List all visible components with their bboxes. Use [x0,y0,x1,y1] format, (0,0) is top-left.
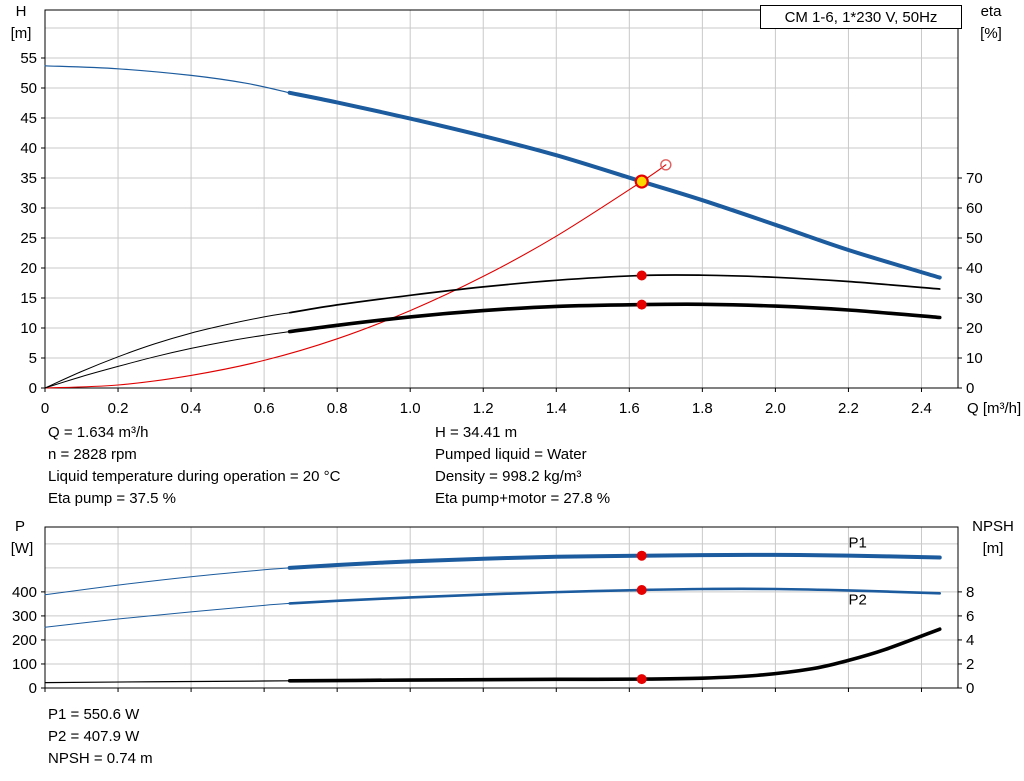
y-right-tick-label: 2 [966,656,974,673]
eta-pump-curve [288,274,941,314]
npsh-lead [44,680,291,684]
y-right-tick-label: 4 [966,632,974,649]
readout-p1: P1 = 550.6 W [48,706,140,723]
y-left-tick-label: 0 [29,680,37,697]
x-tick-label: 0.2 [108,400,129,417]
npsh-axis-unit: [m] [983,540,1004,557]
y-right-tick-label: 0 [966,380,974,397]
y-left-tick-label: 50 [20,80,37,97]
y-left-tick-label: 0 [29,380,37,397]
x-tick-label: 0.8 [327,400,348,417]
x-tick-label: 1.0 [400,400,421,417]
pump-model-box [760,5,962,29]
y-right-tick-label: 20 [966,320,983,337]
y-right-tick-label: 10 [966,350,983,367]
npsh-axis-title: NPSH [972,518,1014,535]
y-left-tick-label: 300 [12,608,37,625]
duty-point [634,174,649,189]
readout-speed: n = 2828 rpm [48,446,137,463]
x-tick-label: 2.0 [765,400,786,417]
y-right-tick-label: 70 [966,170,983,187]
rated-point [660,159,672,171]
y-left-tick-label: 400 [12,584,37,601]
x-tick-label: 2.2 [838,400,859,417]
y-left-tick-label: 40 [20,140,37,157]
duty-readouts: Q = 1.634 m³/h n = 2828 rpm Liquid tempe… [48,424,610,767]
p2-point [636,584,647,595]
readout-p2: P2 = 407.9 W [48,728,140,745]
npsh-point [636,674,647,685]
y-left-tick-label: 35 [20,170,37,187]
readout-liquid-temperature: Liquid temperature during operation = 20… [48,468,341,485]
top-chart-layer: 0 0.2 0.4 0.6 0.8 1.0 1.2 1.4 1.6 1.8 2.0 2.2 2.4 0 5 1… [20,9,983,417]
x-tick-label: 1.4 [546,400,567,417]
bottom-chart-layer: 0 100 200 300 400 0 2 4 6 8 P1 P2 [12,526,974,697]
axis-titles: H [m] eta [%] Q [m³/h] P [W] NPSH [m] [11,3,1022,557]
power-axis-unit: [W] [11,540,34,557]
p1-label: P1 [848,534,866,551]
x-tick-label: 0.4 [181,400,202,417]
eta-axis-unit: [%] [980,25,1002,42]
y-right-tick-label: 50 [966,230,983,247]
y-left-tick-label: 30 [20,200,37,217]
p2-label: P2 [848,591,866,608]
head-axis-title: H [16,3,27,20]
readout-eta-pump-motor: Eta pump+motor = 27.8 % [435,490,610,507]
eta-axis-title: eta [981,3,1003,20]
system-curve [44,164,667,389]
y-left-tick-label: 10 [20,320,37,337]
npsh-curve [287,627,942,683]
eta-pump-motor-curve [287,302,942,334]
y-right-tick-label: 8 [966,584,974,601]
x-tick-label: 1.6 [619,400,640,417]
y-right-tick-label: 40 [966,260,983,277]
y-left-tick-label: 20 [20,260,37,277]
y-left-tick-label: 200 [12,632,37,649]
flow-axis-title: Q [m³/h] [967,400,1021,417]
pump-curve-lead [44,65,291,94]
eta-pump-lead [44,312,291,389]
y-right-tick-label: 30 [966,290,983,307]
x-tick-label: 1.8 [692,400,713,417]
x-tick-label: 1.2 [473,400,494,417]
readout-pumped-liquid: Pumped liquid = Water [435,446,587,463]
y-right-tick-label: 6 [966,608,974,625]
y-right-tick-label: 60 [966,200,983,217]
eta-pump-motor-point [636,299,647,310]
p2-curve [288,587,942,605]
readout-flow: Q = 1.634 m³/h [48,424,148,441]
plot-frame [44,526,959,689]
eta-pump-motor-lead [44,331,291,389]
p1-curve [287,552,942,570]
y-left-tick-label: 15 [20,290,37,307]
y-left-tick-label: 5 [29,350,37,367]
readout-density: Density = 998.2 kg/m³ [435,468,581,485]
y-left-tick-label: 45 [20,110,37,127]
eta-pump-point [636,270,647,281]
readout-eta-pump: Eta pump = 37.5 % [48,490,176,507]
y-left-tick-label: 55 [20,50,37,67]
x-tick-label: 2.4 [911,400,932,417]
y-left-tick-label: 100 [12,656,37,673]
x-tick-label: 0 [41,400,49,417]
readout-head: H = 34.41 m [435,424,517,441]
p2-lead [44,602,291,628]
y-right-tick-label: 0 [966,680,974,697]
plot-frame [44,9,959,389]
pump-curve [287,90,942,280]
readout-npsh: NPSH = 0.74 m [48,750,153,767]
p1-lead [44,567,291,596]
head-axis-unit: [m] [11,25,32,42]
p1-point [636,550,647,561]
x-tick-label: 0.6 [254,400,275,417]
power-axis-title: P [15,518,25,535]
pump-model-title: CM 1-6, 1*230 V, 50Hz [785,9,938,26]
pump-title-group: CM 1-6, 1*230 V, 50Hz [760,5,962,29]
y-left-tick-label: 25 [20,230,37,247]
